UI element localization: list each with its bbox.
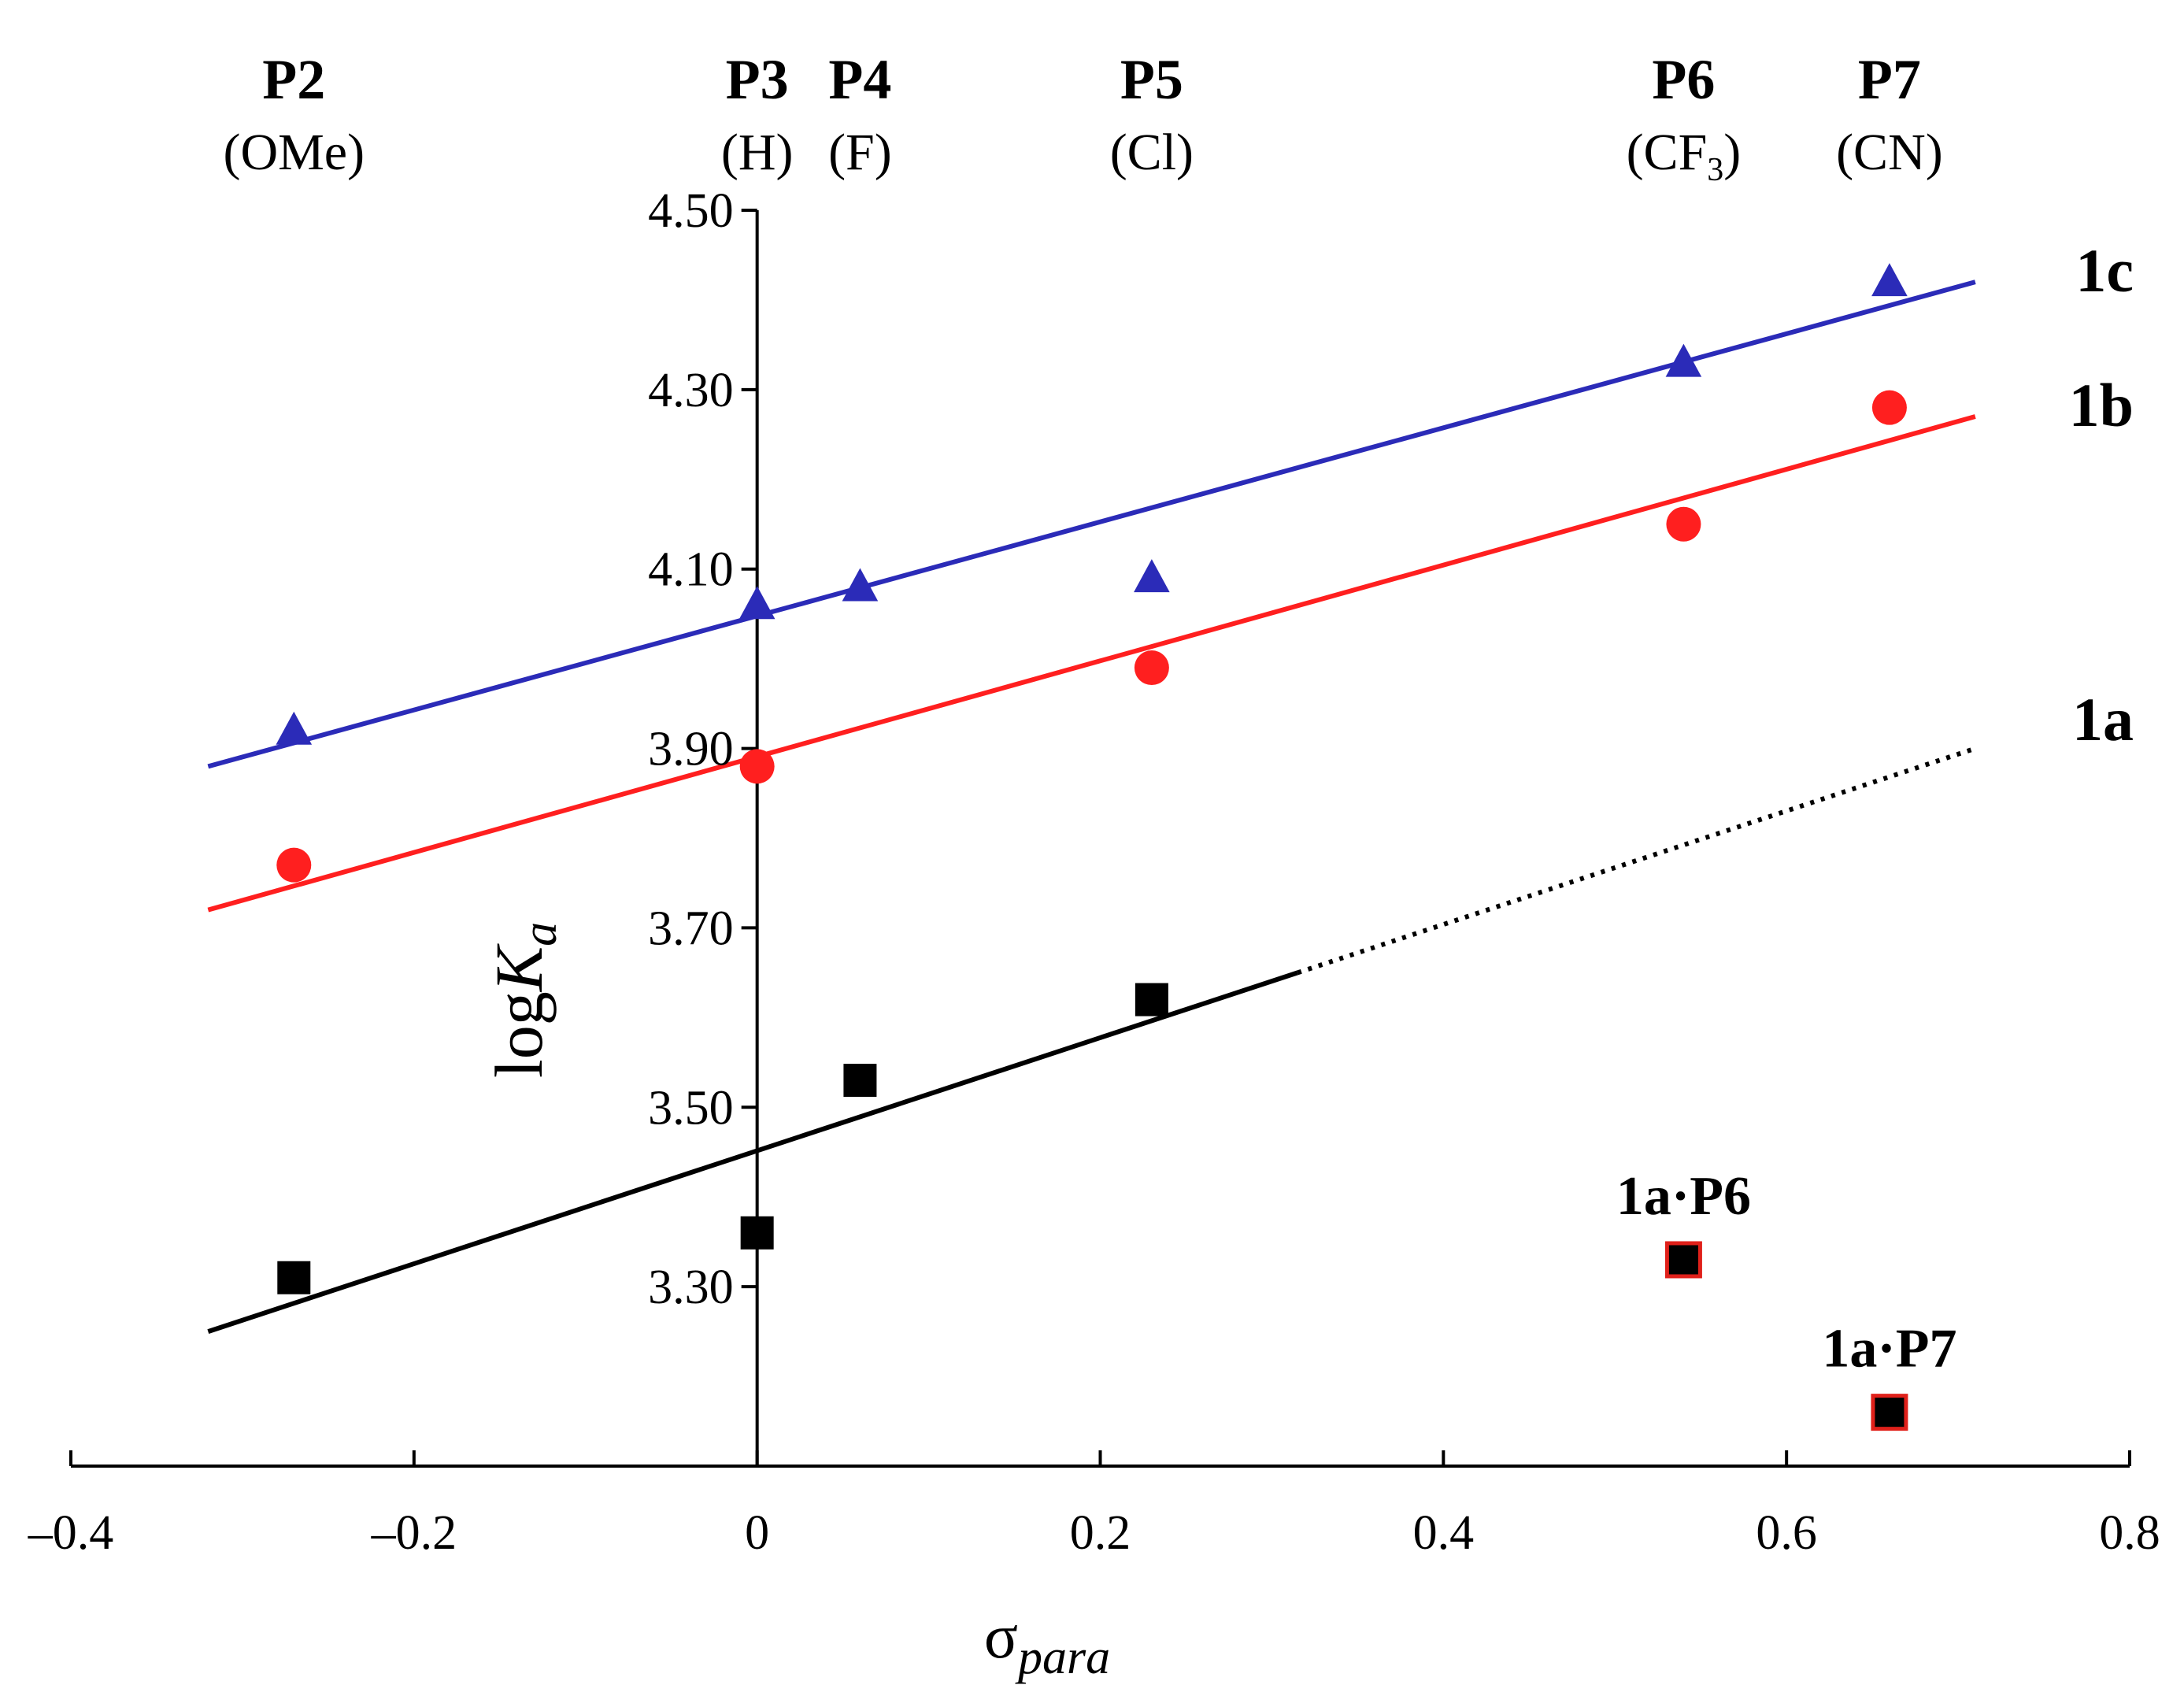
y-tick-label: 4.50 [648,184,734,238]
data-point-1b [1666,506,1701,542]
data-point-1a [843,1064,877,1098]
top-label-name: P3 [726,48,789,111]
top-label-name: P6 [1652,48,1715,111]
data-point-1c [1871,263,1908,297]
top-label-name: P4 [828,48,891,111]
fit-line-1b [207,414,1976,913]
x-tick-label: 0.4 [1413,1506,1475,1560]
axes: –0.4 –0.2 0 0.2 0.4 0.6 0.8 3.30 3.50 3.70 3.90 4.1… [28,184,2160,1684]
top-label-name: P5 [1120,48,1183,111]
fit-line-1c [207,280,1976,769]
y-tick-label: 3.50 [648,1081,734,1135]
x-tick-label: 0.6 [1756,1506,1817,1560]
x-axis-title: σpara [984,1602,1110,1684]
labels: P2 (OMe) P3 (H) P4 (F) P5 (Cl) P6 (CF3) P7 (CN) 1a·P… [223,48,2134,1379]
fit-line-1a [207,970,1299,1334]
y-axis-title: logKa [481,922,567,1078]
y-tick-label: 3.30 [648,1261,734,1314]
data-point-1a [1135,983,1168,1016]
data-point-1c [738,586,776,620]
data-point-1c [1665,343,1702,377]
y-tick-label: 4.30 [648,364,734,417]
top-label-name: P2 [262,48,325,111]
series-label-1c: 1c [2075,236,2134,305]
top-label-substituent: (H) [721,124,794,181]
data-point-1a-outliers [1664,1241,1702,1279]
top-label-substituent: (OMe) [223,124,365,181]
x-tick-label: 0 [745,1506,769,1560]
top-label-substituent: (CF3) [1627,124,1742,188]
y-tick-label: 3.70 [648,902,734,955]
extrapolation-line-1a [1297,746,1976,976]
x-tick-label: –0.4 [28,1506,114,1560]
data-point-1b [1134,650,1169,686]
top-label-substituent: (Cl) [1110,124,1194,181]
data-point-1c [842,568,879,602]
data-point-1a [277,1261,311,1294]
x-tick-label: –0.2 [371,1506,457,1560]
data-point-1b [1871,390,1907,425]
data-points [276,263,1908,1431]
top-label-substituent: (F) [828,124,892,181]
y-tick-label: 4.10 [648,543,734,597]
data-point-1a-outliers [1871,1394,1908,1431]
data-point-1c [276,711,313,745]
data-point-1c [1134,559,1170,593]
top-label-substituent: (CN) [1836,124,1943,181]
x-tick-label: 0.2 [1070,1506,1131,1560]
point-annotation: 1a·P7 [1822,1319,1956,1379]
data-point-1b [276,847,312,883]
point-annotation: 1a·P6 [1616,1166,1751,1227]
top-label-name: P7 [1858,48,1921,111]
series-label-1a: 1a [2072,685,2134,754]
x-tick-label: 0.8 [2099,1506,2160,1560]
series-label-1b: 1b [2069,371,2134,439]
data-point-1a [740,1216,774,1250]
y-tick-label: 3.90 [648,723,734,776]
data-point-1b [739,749,775,784]
